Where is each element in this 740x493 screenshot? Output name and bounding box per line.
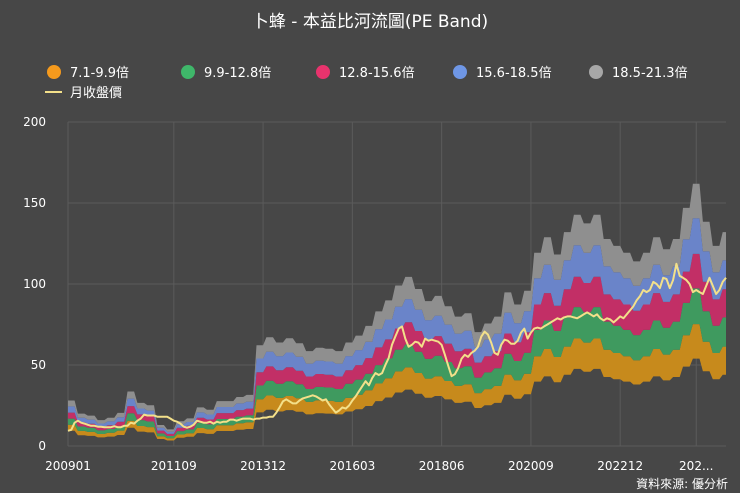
y-tick-label: 100 [23, 277, 46, 291]
band-area-2 [68, 288, 726, 439]
legend-label: 15.6-18.5倍 [476, 66, 552, 81]
x-tick-label: 200901 [45, 459, 91, 473]
legend-label: 7.1-9.9倍 [70, 66, 129, 81]
y-tick-label: 150 [23, 196, 46, 210]
legend-label: 18.5-21.3倍 [612, 66, 688, 81]
legend-marker [181, 65, 195, 79]
band-area-1 [68, 324, 726, 441]
y-tick-label: 200 [23, 115, 46, 129]
x-tick-label: 201603 [329, 459, 375, 473]
x-axis: 200901 201109 201312 201603 201806 202009 2022… [45, 459, 713, 473]
price-line-group [67, 262, 727, 432]
legend-marker [453, 65, 467, 79]
x-tick-label: 201312 [240, 459, 286, 473]
legend: 7.1-9.9倍 9.9-12.8倍 12.8-15.6倍 15.6-18.5倍 18.… [45, 65, 688, 101]
y-tick-label: 50 [31, 358, 46, 372]
band-area-3 [68, 253, 726, 436]
price-line [67, 262, 727, 432]
source-credit: 資料來源: 優分析 [636, 477, 728, 491]
legend-marker [47, 65, 61, 79]
chart-title: 卜蜂 - 本益比河流圖(PE Band) [252, 12, 488, 32]
band-area-4 [68, 218, 726, 434]
legend-label: 月收盤價 [70, 86, 122, 101]
x-tick-label: 201806 [419, 459, 465, 473]
y-axis: 0 50 100 150 200 [23, 115, 46, 453]
legend-label: 9.9-12.8倍 [204, 66, 271, 81]
y-tick-label: 0 [38, 439, 46, 453]
legend-marker [316, 65, 330, 79]
x-tick-label: 201109 [151, 459, 197, 473]
x-tick-label: 202... [679, 459, 713, 473]
pe-bands [68, 183, 726, 441]
x-tick-label: 202009 [508, 459, 554, 473]
legend-label: 12.8-15.6倍 [339, 66, 415, 81]
legend-marker [589, 65, 603, 79]
x-tick-label: 202212 [597, 459, 643, 473]
